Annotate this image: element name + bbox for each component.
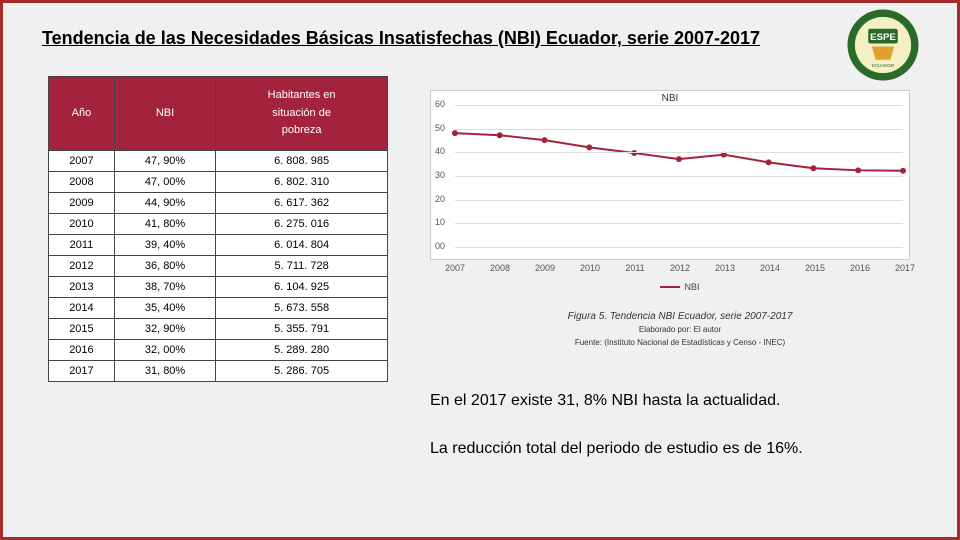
table-row: 201139, 40%6. 014. 804 xyxy=(49,234,388,255)
y-axis-label: 40 xyxy=(435,147,445,156)
table-cell: 2016 xyxy=(49,339,115,360)
frame-left xyxy=(0,0,3,540)
y-axis-label: 00 xyxy=(435,242,445,251)
table-row: 201632, 00%5. 289. 280 xyxy=(49,339,388,360)
table-cell: 35, 40% xyxy=(114,297,215,318)
x-axis-label: 2013 xyxy=(715,263,735,273)
gridline xyxy=(455,247,903,248)
table-cell: 6. 014. 804 xyxy=(216,234,388,255)
table-cell: 6. 104. 925 xyxy=(216,276,388,297)
table-cell: 2015 xyxy=(49,318,115,339)
table-cell: 31, 80% xyxy=(114,360,215,381)
table-row: 201236, 80%5. 711. 728 xyxy=(49,255,388,276)
table-cell: 2008 xyxy=(49,171,115,192)
gridline xyxy=(455,223,903,224)
chart-legend: NBI xyxy=(430,282,930,292)
table-cell: 2017 xyxy=(49,360,115,381)
table-row: 201338, 70%6. 104. 925 xyxy=(49,276,388,297)
frame-top xyxy=(0,0,960,3)
x-axis-label: 2009 xyxy=(535,263,555,273)
table-cell: 2014 xyxy=(49,297,115,318)
legend-label: NBI xyxy=(684,282,699,292)
chart-caption: Figura 5. Tendencia NBI Ecuador, serie 2… xyxy=(430,310,930,349)
table-cell: 5. 355. 791 xyxy=(216,318,388,339)
table-row: 201532, 90%5. 355. 791 xyxy=(49,318,388,339)
x-axis-label: 2017 xyxy=(895,263,915,273)
table-cell: 2007 xyxy=(49,150,115,171)
y-axis-label: 30 xyxy=(435,171,445,180)
caption-author: Elaborado por: El autor xyxy=(639,325,721,334)
table-cell: 32, 90% xyxy=(114,318,215,339)
table-cell: 41, 80% xyxy=(114,213,215,234)
gridline xyxy=(455,200,903,201)
table-cell: 2013 xyxy=(49,276,115,297)
table-cell: 47, 00% xyxy=(114,171,215,192)
table-cell: 6. 808. 985 xyxy=(216,150,388,171)
x-axis-label: 2011 xyxy=(625,263,644,273)
table-cell: 2011 xyxy=(49,234,115,255)
table-cell: 2010 xyxy=(49,213,115,234)
table-cell: 47, 90% xyxy=(114,150,215,171)
gridline xyxy=(455,129,903,130)
table-row: 201731, 80%5. 286. 705 xyxy=(49,360,388,381)
data-table: Año NBI Habitantes en situación de pobre… xyxy=(48,76,388,382)
page-title: Tendencia de las Necesidades Básicas Ins… xyxy=(42,28,760,49)
table-cell: 6. 802. 310 xyxy=(216,171,388,192)
x-axis-label: 2014 xyxy=(760,263,780,273)
table-cell: 39, 40% xyxy=(114,234,215,255)
svg-text:ESPE: ESPE xyxy=(870,32,896,43)
x-axis-label: 2012 xyxy=(670,263,690,273)
y-axis-label: 60 xyxy=(435,100,445,109)
col-nbi: NBI xyxy=(114,77,215,151)
table-row: 200747, 90%6. 808. 985 xyxy=(49,150,388,171)
table-cell: 44, 90% xyxy=(114,192,215,213)
col-year: Año xyxy=(49,77,115,151)
table-cell: 5. 673. 558 xyxy=(216,297,388,318)
table-row: 200847, 00%6. 802. 310 xyxy=(49,171,388,192)
table-row: 201435, 40%5. 673. 558 xyxy=(49,297,388,318)
x-axis-label: 2016 xyxy=(850,263,870,273)
table-row: 200944, 90%6. 617. 362 xyxy=(49,192,388,213)
svg-text:ECUADOR: ECUADOR xyxy=(872,63,894,68)
caption-source: Fuente: (Instituto Nacional de Estadísti… xyxy=(575,338,785,347)
x-axis-label: 2015 xyxy=(805,263,825,273)
y-axis-label: 50 xyxy=(435,124,445,133)
table-cell: 36, 80% xyxy=(114,255,215,276)
gridline xyxy=(455,176,903,177)
y-axis-label: 10 xyxy=(435,218,445,227)
table-cell: 32, 00% xyxy=(114,339,215,360)
table-cell: 2012 xyxy=(49,255,115,276)
x-axis-label: 2008 xyxy=(490,263,510,273)
table-cell: 38, 70% xyxy=(114,276,215,297)
y-axis-label: 20 xyxy=(435,195,445,204)
col-habitantes: Habitantes en situación de pobreza xyxy=(216,77,388,151)
caption-title: Figura 5. Tendencia NBI Ecuador, serie 2… xyxy=(568,311,793,322)
x-axis-label: 2007 xyxy=(445,263,465,273)
gridline xyxy=(455,105,903,106)
body-text-1: En el 2017 existe 31, 8% NBI hasta la ac… xyxy=(430,392,930,410)
x-axis-label: 2010 xyxy=(580,263,600,273)
espe-logo: ESPE ECUADOR xyxy=(846,8,920,82)
chart-svg xyxy=(431,91,909,259)
table-cell: 6. 275. 016 xyxy=(216,213,388,234)
table-cell: 5. 711. 728 xyxy=(216,255,388,276)
gridline xyxy=(455,152,903,153)
nbi-chart: NBI 00 10 20 30 40 50 60 2007 2008 2009 2010 2011 20… xyxy=(430,90,930,292)
table-cell: 5. 286. 705 xyxy=(216,360,388,381)
table-cell: 6. 617. 362 xyxy=(216,192,388,213)
body-text-2: La reducción total del periodo de estudi… xyxy=(430,440,930,458)
legend-swatch xyxy=(660,286,680,288)
table-cell: 2009 xyxy=(49,192,115,213)
table-cell: 5. 289. 280 xyxy=(216,339,388,360)
table-row: 201041, 80%6. 275. 016 xyxy=(49,213,388,234)
